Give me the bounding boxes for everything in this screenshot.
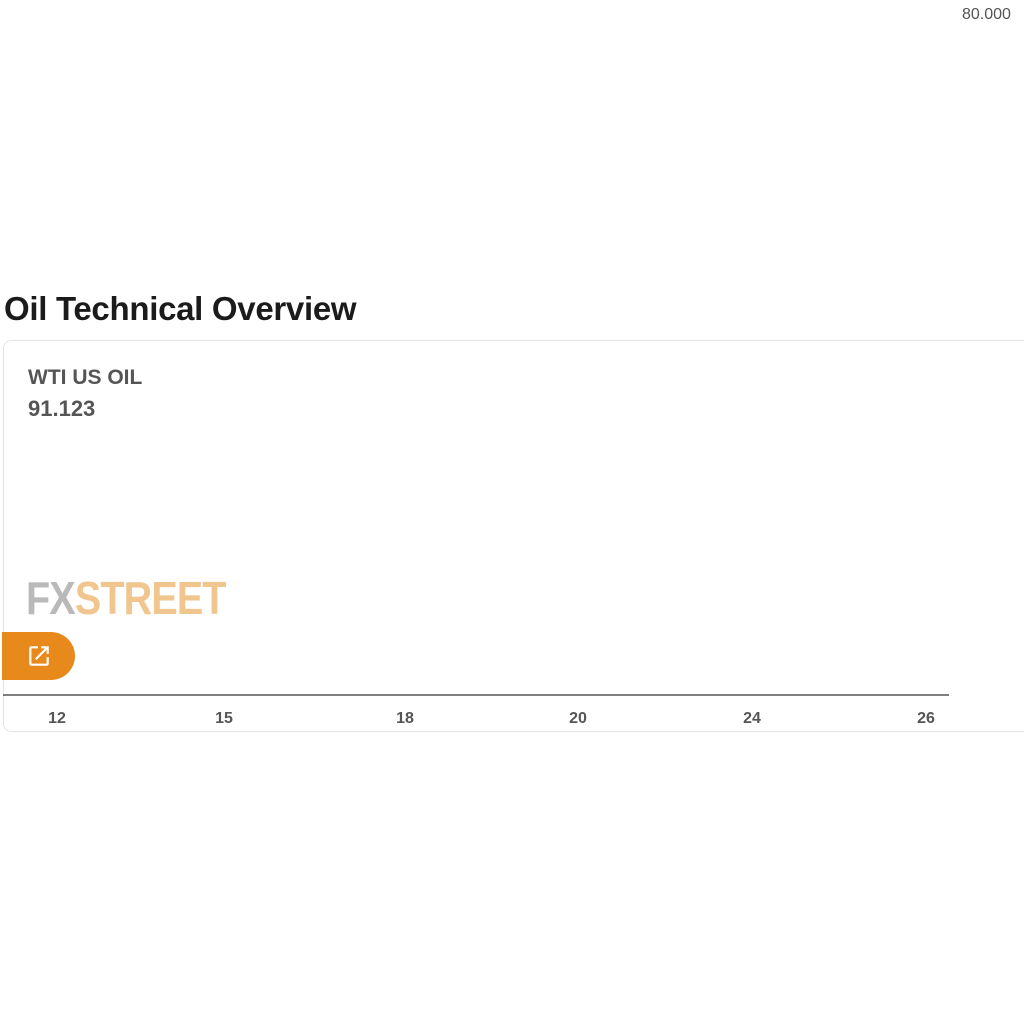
- watermark-fx: FX: [26, 572, 76, 624]
- external-link-icon: [28, 646, 49, 666]
- chart-card: [3, 340, 1024, 732]
- fxstreet-watermark: FXSTREET: [26, 571, 227, 625]
- symbol-name: WTI US OIL: [28, 366, 143, 389]
- x-tick-label: 20: [569, 710, 587, 727]
- x-tick-label: 24: [743, 710, 761, 727]
- x-tick-label: 15: [215, 710, 233, 727]
- x-axis: 12 15 18 20 24 26: [48, 710, 935, 727]
- x-tick-label: 12: [48, 710, 66, 727]
- open-chart-button[interactable]: [2, 632, 75, 680]
- x-tick-label: 18: [396, 710, 414, 727]
- y-axis: 104.000100.00096.00092.00088.00084.00080…: [962, 6, 1011, 23]
- symbol-price: 91.123: [28, 396, 96, 421]
- x-tick-label: 26: [917, 710, 935, 727]
- y-tick-label: 80.000: [962, 6, 1011, 23]
- page-title: Oil Technical Overview: [4, 290, 357, 327]
- watermark-street: STREET: [74, 572, 227, 624]
